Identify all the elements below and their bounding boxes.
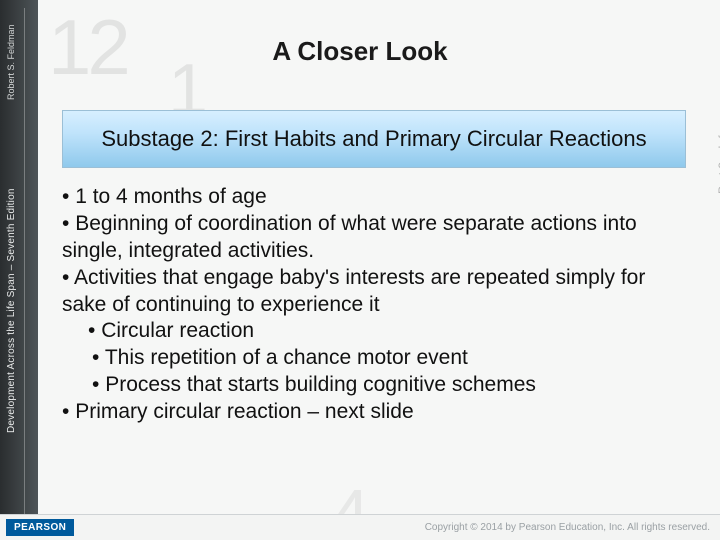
copyright-text: Copyright © 2014 by Pearson Education, I… (425, 522, 710, 533)
bullet-2: Beginning of coordination of what were s… (62, 211, 686, 265)
bullet-3a1: This repetition of a chance motor event (92, 345, 686, 372)
spine-divider (24, 8, 25, 532)
bullet-1: 1 to 4 months of age (62, 184, 686, 211)
subtitle-banner: Substage 2: First Habits and Primary Cir… (62, 110, 686, 168)
bullet-3a2: Process that starts building cognitive s… (92, 372, 686, 399)
bullet-3: Activities that engage baby's interests … (62, 265, 686, 319)
bullet-body: 1 to 4 months of age Beginning of coordi… (62, 184, 686, 426)
page-title: A Closer Look (0, 36, 720, 67)
spine-title: Development Across the Life Span – Seven… (6, 188, 17, 433)
part-label: Part 2 – Infancy (716, 110, 720, 194)
bullet-4: Primary circular reaction – next slide (62, 399, 686, 426)
footer: PEARSON Copyright © 2014 by Pearson Educ… (0, 514, 720, 540)
bullet-3a: Circular reaction (88, 318, 686, 345)
book-spine: Development Across the Life Span – Seven… (0, 0, 38, 540)
slide: 12 1 4 Development Across the Life Span … (0, 0, 720, 540)
subtitle-text: Substage 2: First Habits and Primary Cir… (101, 126, 646, 151)
publisher-logo: PEARSON (6, 519, 74, 536)
